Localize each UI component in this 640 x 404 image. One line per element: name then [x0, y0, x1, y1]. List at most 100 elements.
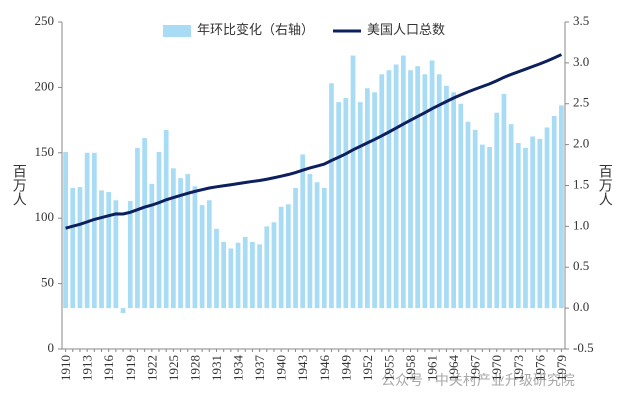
- bar: [149, 183, 155, 309]
- bar: [559, 105, 564, 309]
- bar: [106, 192, 112, 309]
- x-tick-label: 1913: [80, 355, 95, 381]
- y2-tick-label: 3.0: [573, 54, 589, 69]
- y-axis-label: 百万人: [11, 164, 27, 206]
- x-tick-label: 1934: [231, 355, 246, 382]
- y-tick-label: 100: [35, 209, 55, 224]
- bar: [199, 205, 205, 309]
- bar: [228, 248, 234, 309]
- y-tick-label: 150: [35, 144, 55, 159]
- x-tick-label: 1967: [468, 355, 483, 382]
- bar: [357, 102, 363, 309]
- x-tick-label: 1976: [532, 355, 547, 382]
- bar: [336, 102, 342, 309]
- bar: [329, 83, 334, 309]
- bar: [135, 147, 140, 309]
- x-tick-label: 1937: [252, 355, 267, 382]
- bar: [537, 138, 543, 309]
- y2-tick-label: 1.5: [573, 176, 589, 191]
- bar: [285, 204, 291, 309]
- y-tick-label: 0: [48, 340, 55, 355]
- x-tick-label: 1940: [274, 355, 289, 381]
- x-tick-label: 1910: [58, 355, 73, 381]
- bar: [350, 55, 356, 309]
- bar: [501, 93, 507, 309]
- bar: [372, 92, 377, 309]
- bar: [444, 85, 449, 309]
- bar: [458, 103, 464, 309]
- x-tick-label: 1952: [360, 355, 375, 381]
- bar: [178, 178, 183, 309]
- line: [65, 53, 563, 230]
- y2-tick-label: -0.5: [573, 340, 594, 355]
- bar: [422, 74, 428, 309]
- bar: [523, 147, 528, 309]
- bar: [77, 187, 83, 309]
- bar: [293, 187, 298, 309]
- bar: [465, 121, 471, 309]
- x-tick-label: 1979: [554, 355, 569, 381]
- bar: [91, 152, 97, 309]
- x-tick-label: 1943: [295, 355, 310, 381]
- bar: [127, 201, 133, 309]
- bar: [408, 70, 413, 309]
- bar: [221, 241, 227, 309]
- bar: [113, 200, 119, 309]
- legend-label: 年环比变化（右轴）: [197, 22, 314, 37]
- bar: [321, 187, 327, 309]
- y2-tick-label: 2.5: [573, 95, 589, 110]
- bar: [314, 182, 320, 309]
- bar: [171, 168, 176, 309]
- y-tick-label: 250: [35, 13, 55, 28]
- bar: [99, 190, 104, 309]
- bar: [70, 187, 76, 309]
- x-tick-label: 1958: [403, 355, 418, 381]
- x-tick-label: 1949: [338, 355, 353, 381]
- y2-tick-label: 2.0: [573, 136, 589, 151]
- bar: [508, 124, 514, 309]
- y-tick-label: 200: [35, 78, 55, 93]
- x-tick-label: 1916: [101, 355, 116, 382]
- y-tick-label: 50: [41, 275, 54, 290]
- x-tick-label: 1946: [317, 355, 332, 382]
- bar: [436, 74, 442, 309]
- x-tick-label: 1964: [446, 355, 461, 382]
- bar: [386, 70, 392, 309]
- x-tick-label: 1970: [489, 355, 504, 381]
- bar: [214, 228, 219, 309]
- y2-tick-label: 0.5: [573, 258, 589, 273]
- bar: [307, 174, 313, 309]
- bar: [494, 112, 500, 309]
- bar: [156, 151, 162, 309]
- bar: [400, 55, 406, 309]
- bar: [271, 222, 277, 309]
- bar: [551, 116, 557, 309]
- bar: [300, 154, 306, 309]
- bar: [235, 242, 241, 309]
- x-tick-label: 1961: [425, 355, 440, 381]
- y2-axis-label: 百万人: [597, 164, 613, 206]
- bar: [63, 151, 68, 309]
- bar: [429, 60, 435, 309]
- bar: [163, 129, 169, 309]
- bar: [487, 147, 492, 309]
- bar: [264, 226, 270, 309]
- x-tick-label: 1925: [166, 355, 181, 381]
- x-tick-label: 1973: [511, 355, 526, 381]
- bar: [250, 241, 255, 309]
- bar: [479, 144, 485, 309]
- bar: [451, 92, 456, 309]
- bar: [242, 237, 248, 309]
- bar: [206, 200, 212, 309]
- x-tick-label: 1928: [187, 355, 202, 381]
- x-tick-label: 1955: [381, 355, 396, 381]
- legend-label: 美国人口总数: [367, 22, 445, 37]
- bar: [142, 138, 148, 309]
- y2-tick-label: 0.0: [573, 299, 589, 314]
- bar: [379, 74, 385, 309]
- y2-tick-label: 3.5: [573, 13, 589, 28]
- bar: [84, 152, 90, 309]
- bar: [192, 186, 198, 309]
- bar: [515, 142, 521, 309]
